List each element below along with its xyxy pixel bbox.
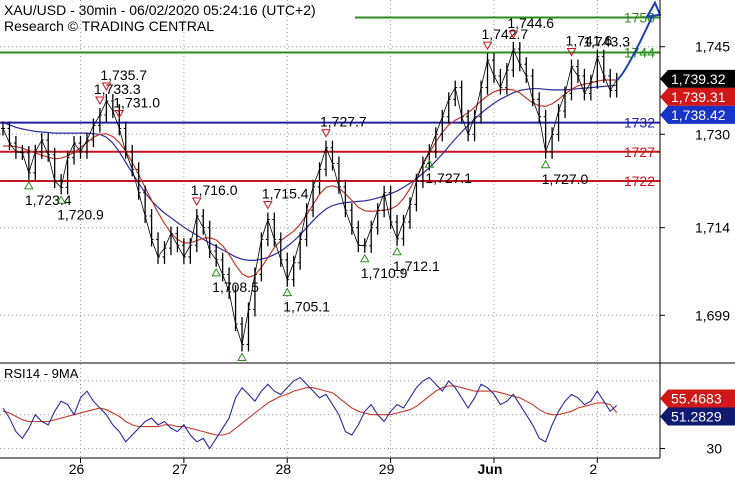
price-label: 1,743.3: [583, 34, 630, 50]
swing-high-label: 1,742.7: [482, 26, 529, 42]
slow-moving-average: [2, 84, 617, 261]
price-axis-label: 1,699: [695, 307, 730, 323]
price-axis-label: 1,730: [695, 126, 730, 142]
swing-low-label: 1,720.9: [57, 206, 104, 222]
swing-high-label: 1,715.4: [262, 186, 309, 202]
price-tag-layer: 1,739.32 1,739.31 1,738.42 55.4683 51.2829: [660, 69, 735, 426]
swing-high-label: 1,733.3: [94, 81, 141, 97]
rsi-title: RSI14 - 9MA: [4, 366, 79, 381]
chart-subtitle: Research © TRADING CENTRAL: [4, 18, 214, 34]
rsi-line: [2, 376, 618, 450]
moving-average-layer: [2, 79, 617, 278]
time-axis-label: 29: [379, 461, 395, 477]
projection-arrow-line: [616, 14, 654, 81]
swing-high-label: 1,731.0: [113, 94, 160, 110]
price-tag-1-label: 1,739.31: [671, 89, 726, 105]
swing-low-marker: [211, 267, 222, 277]
price-tag-2-label: 1,738.42: [671, 107, 726, 123]
swing-low-label: 1,727.1: [425, 170, 472, 186]
swing-high-marker: [191, 197, 202, 207]
price-tag-0-bg: [660, 69, 735, 88]
swing-low-marker: [56, 195, 67, 204]
rsi-tag-1-label: 51.2829: [671, 408, 722, 424]
price-tag-2-bg: [660, 105, 735, 124]
level-label-1732: 1732: [624, 115, 655, 131]
price-axis-label: 1,714: [695, 220, 730, 236]
price-line: [2, 47, 618, 345]
projection-arrow-head: [645, 0, 662, 19]
swing-low-marker: [424, 159, 435, 168]
swing-low-marker: [282, 287, 293, 297]
swing-low-marker: [237, 352, 247, 361]
swing-low-label: 1,710.9: [361, 265, 408, 281]
swing-high-marker: [482, 41, 493, 51]
rsi-layer: [2, 376, 618, 450]
swing-low-label: 1,705.1: [283, 299, 330, 315]
price-tag-1-bg: [660, 87, 735, 106]
rsi-axis-label: 30: [706, 441, 722, 457]
time-axis-label: 28: [275, 461, 291, 477]
time-axis-label: 2: [589, 461, 597, 477]
chart-title: XAU/USD - 30min - 06/02/2020 05:24:16 (U…: [4, 2, 316, 18]
rsi-tag-0-label: 55.4683: [671, 390, 722, 406]
swing-low-marker: [392, 246, 402, 256]
level-label-1750: 1750: [624, 10, 655, 26]
swing-high-marker: [262, 201, 273, 210]
price-tag-0-label: 1,739.32: [671, 71, 726, 87]
level-label-1722: 1722: [624, 173, 655, 189]
swing-high-label: 1,744.6: [507, 15, 554, 31]
swing-high-marker: [95, 96, 105, 106]
swing-low-label: 1,727.0: [542, 171, 589, 187]
swing-low-marker: [23, 180, 34, 190]
swing-high-marker: [566, 48, 577, 57]
fast-moving-average: [3, 79, 617, 278]
time-axis-label: 27: [172, 461, 188, 477]
time-axis-label: 26: [69, 461, 85, 477]
swing-high-marker: [114, 109, 125, 119]
time-axis-label: Jun: [478, 461, 503, 477]
swing-low-marker: [359, 253, 370, 263]
swing-low-label: 1,712.1: [393, 258, 440, 274]
rsi-tag-0-bg: [660, 389, 735, 408]
swing-high-marker: [508, 30, 519, 40]
swing-high-marker: [321, 129, 331, 138]
swing-high-label: 1,735.7: [100, 67, 147, 83]
swing-high-label: 1,716.0: [191, 182, 238, 198]
swing-low-label: 1,723.4: [25, 192, 72, 208]
annotation-layer: 1,723.41,720.9 1,733.31,735.7 1,731.0 1,716…: [23, 0, 662, 361]
swing-high-label: 1,741.6: [565, 33, 612, 49]
price-layer: [1, 42, 619, 352]
swing-high-marker: [101, 82, 112, 92]
axis-layer: 1,745 1,730 1,714 1,699 30 26 27 28 29 Jun 2: [69, 39, 730, 477]
swing-low-label: 1,708.5: [212, 279, 259, 295]
swing-low-marker: [540, 159, 551, 169]
swing-high-label: 1,727.7: [320, 114, 367, 130]
level-label-1727: 1727: [624, 144, 655, 160]
rsi-tag-1-bg: [660, 407, 735, 426]
price-axis-label: 1,745: [695, 39, 730, 55]
